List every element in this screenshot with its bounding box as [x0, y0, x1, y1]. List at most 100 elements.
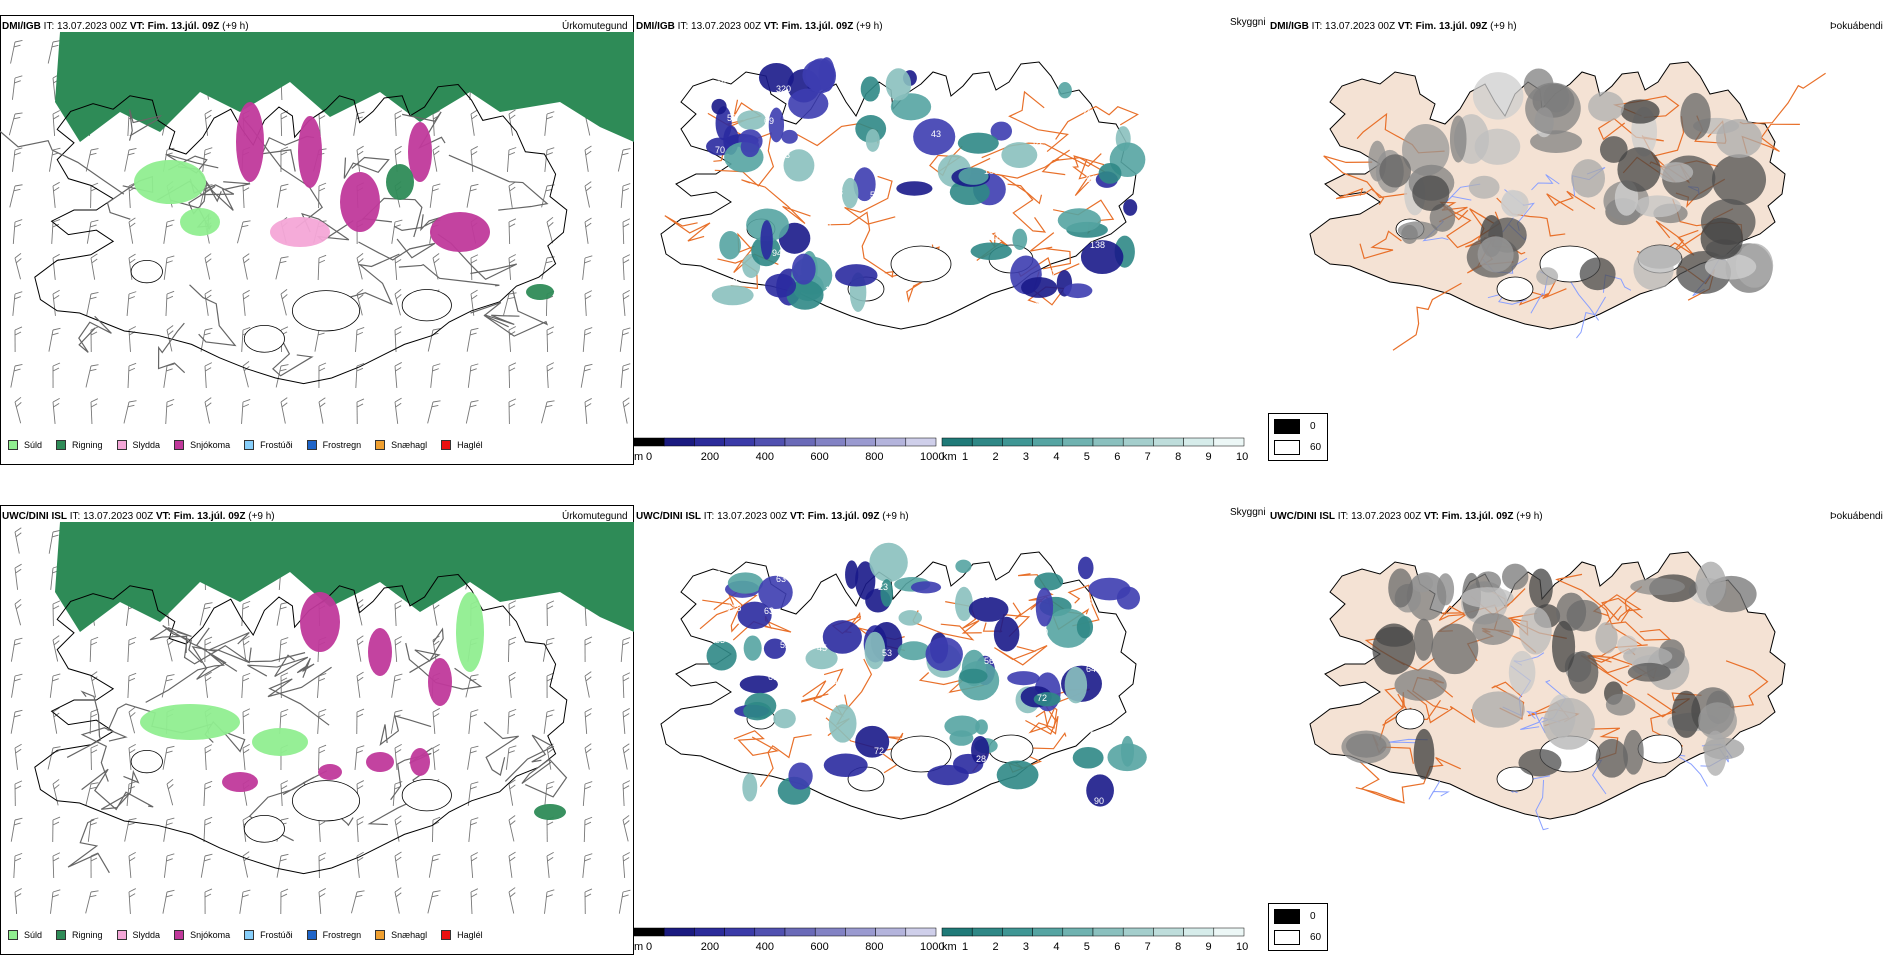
wind-barb	[318, 255, 326, 280]
wind-barb	[204, 817, 212, 842]
scale-swatch	[1063, 928, 1093, 936]
wind-barb	[394, 888, 406, 914]
wind-barb	[204, 398, 216, 424]
wind-barb	[471, 852, 480, 877]
fog-cell	[1543, 698, 1595, 750]
precip-map	[0, 522, 634, 962]
wind-barb	[15, 888, 24, 913]
scale-swatch	[1214, 438, 1244, 446]
legend-swatch	[244, 440, 254, 450]
road-line	[484, 722, 518, 775]
snow-area	[428, 658, 452, 706]
wind-barb	[129, 327, 138, 352]
fog-cell	[1633, 248, 1673, 290]
legend-swatch	[117, 440, 127, 450]
visibility-panel-header: UWC/DINI ISL IT: 13.07.2023 00Z VT: Fim.…	[636, 511, 909, 522]
wind-barb	[317, 673, 326, 698]
scale-swatch	[1002, 928, 1032, 936]
visibility-cell	[975, 719, 988, 734]
road-line	[449, 155, 547, 210]
wind-barb	[618, 147, 630, 173]
visibility-value: 148	[935, 685, 950, 695]
visibility-cell	[1012, 229, 1027, 250]
river-line	[1429, 781, 1448, 799]
wind-barb	[623, 255, 631, 280]
wind-barb	[243, 290, 252, 316]
snow-area	[340, 172, 380, 232]
road-line	[82, 769, 154, 809]
scale-tick: 7	[1145, 451, 1151, 463]
wind-barb	[15, 327, 22, 352]
precip-panel-title: Úrkomutegund	[562, 21, 628, 32]
wind-barb	[11, 709, 22, 735]
visibility-value: 76	[1082, 108, 1092, 118]
scale-tick: 1	[962, 941, 968, 953]
cloud-legend-bottom: 60	[1310, 932, 1321, 943]
wind-barb	[14, 397, 27, 423]
visibility-value: 28	[976, 754, 986, 764]
visibility-map: 1026980534981737670889859847761916394129…	[636, 32, 1266, 452]
model-name: UWC/DINI ISL	[636, 511, 701, 522]
wind-barb	[430, 183, 440, 209]
wind-barb	[242, 601, 250, 626]
visibility-cell	[1078, 557, 1094, 580]
wind-barb	[319, 111, 327, 136]
wind-barb	[205, 672, 215, 698]
wind-barb	[623, 673, 631, 698]
scale-swatch	[664, 928, 694, 936]
scale-swatch	[815, 928, 845, 936]
fog-cell	[1372, 624, 1415, 675]
wind-barb	[508, 816, 520, 842]
visibility-value: 90	[1094, 796, 1104, 806]
wind-barb	[13, 147, 23, 173]
visibility-cell	[949, 730, 973, 745]
visibility-value: 107	[988, 232, 1003, 242]
visibility-value: 23	[878, 582, 888, 592]
visibility-value: 59	[874, 256, 884, 266]
fog-cell	[1478, 236, 1514, 272]
wind-barb	[243, 709, 251, 734]
visibility-value: 53	[882, 648, 892, 658]
visibility-cell	[886, 68, 911, 100]
wind-barb	[509, 780, 520, 806]
scale-swatch	[785, 928, 815, 936]
snow-area	[410, 748, 430, 776]
legend-item-slydda: Slydda	[117, 930, 161, 940]
scale-tick: 0	[646, 451, 652, 463]
visibility-cell	[1058, 82, 1072, 98]
glacier-outline	[891, 246, 951, 282]
wind-barb	[242, 361, 255, 387]
legend-item-súld: Súld	[8, 440, 42, 450]
scale-unit: km	[942, 451, 957, 463]
snow-area	[222, 772, 258, 792]
visibility-value: 150	[1033, 627, 1048, 637]
wind-barb	[10, 183, 23, 209]
visibility-cell	[1063, 283, 1092, 298]
scale-swatch	[634, 438, 664, 446]
wind-barb	[583, 255, 593, 281]
fog-cell	[1411, 574, 1433, 592]
visibility-value: 126	[935, 195, 950, 205]
wind-barb	[50, 673, 60, 699]
wind-barb	[204, 781, 212, 806]
visibility-value: 64	[1086, 664, 1096, 674]
visibility-value: 119	[882, 158, 896, 168]
wind-barb	[584, 182, 596, 208]
glacier-outline	[244, 325, 284, 352]
drizzle-area	[252, 728, 308, 756]
scale-tick: 4	[1053, 451, 1059, 463]
scale-tick: 6	[1114, 451, 1120, 463]
fog-cell	[1502, 190, 1523, 217]
wind-barb	[11, 39, 23, 65]
wind-barb	[53, 363, 60, 388]
legend-item-snæhagl: Snæhagl	[375, 930, 427, 940]
wind-barb	[585, 637, 592, 662]
wind-barb	[356, 599, 369, 625]
visibility-cell	[1058, 208, 1101, 232]
visibility-value: 55	[727, 113, 737, 123]
wind-barb	[280, 398, 292, 424]
wind-barb	[164, 817, 175, 843]
road-line	[190, 285, 236, 346]
visibility-cell	[1021, 277, 1057, 298]
wind-barb	[585, 291, 593, 316]
